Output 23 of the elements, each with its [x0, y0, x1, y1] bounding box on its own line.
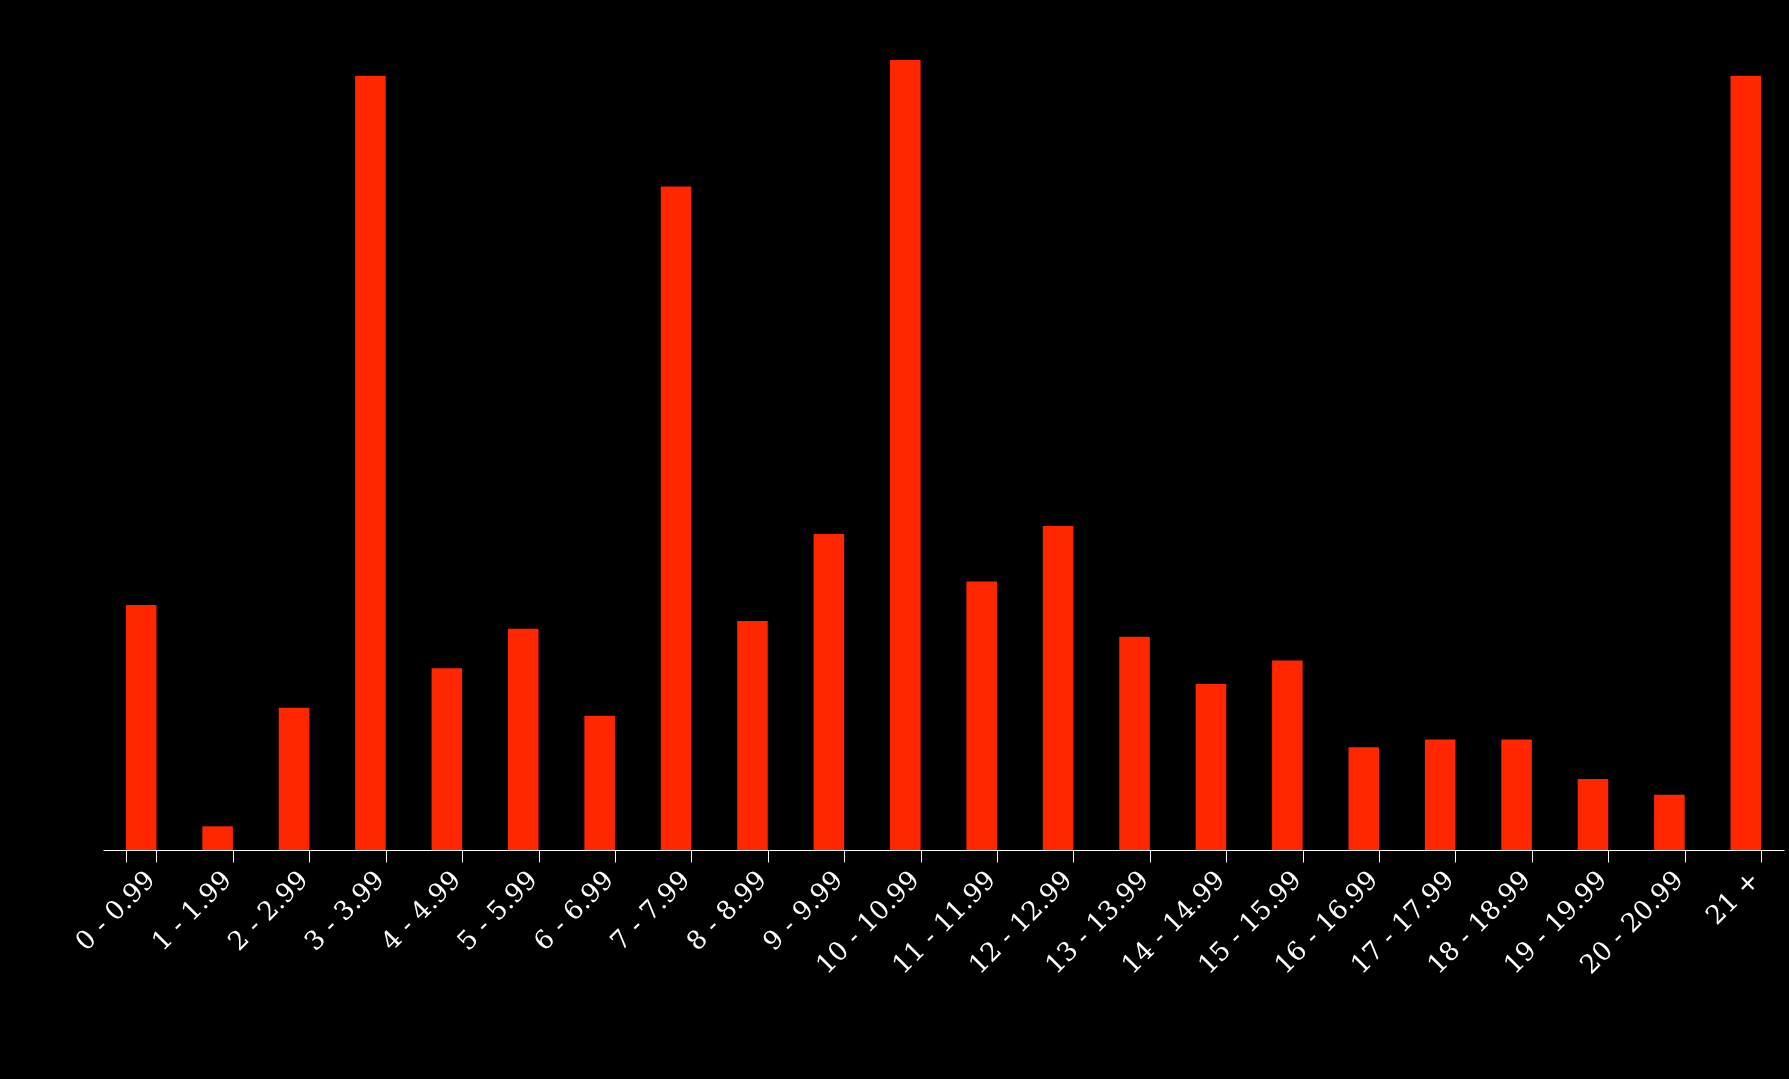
bar [1730, 75, 1762, 850]
bar [584, 715, 615, 850]
bar [890, 60, 921, 850]
bar [507, 628, 539, 850]
bar [1195, 684, 1227, 850]
bar [278, 707, 310, 850]
bar [813, 534, 845, 850]
bar [202, 826, 233, 850]
bar [966, 581, 997, 850]
bar [1654, 794, 1685, 850]
bar [431, 668, 463, 850]
bar [125, 605, 157, 850]
x-tick-label: 21 + [1699, 864, 1766, 931]
bar [660, 186, 692, 850]
bar [1042, 526, 1074, 850]
bar [355, 75, 386, 850]
bar [1348, 747, 1380, 850]
bar [1119, 636, 1150, 850]
bar [1577, 778, 1609, 850]
bar [1424, 739, 1456, 850]
bar [737, 620, 768, 850]
bar [1272, 660, 1303, 850]
bar [1501, 739, 1532, 850]
